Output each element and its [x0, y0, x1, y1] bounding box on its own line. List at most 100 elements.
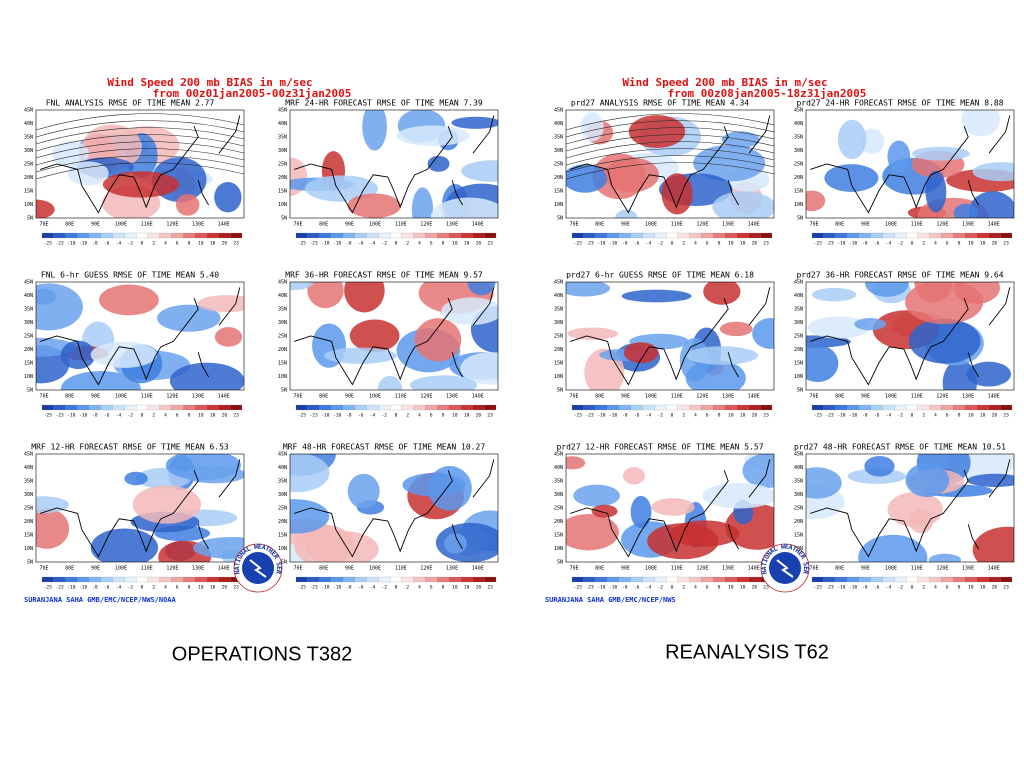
bias-area [591, 504, 618, 518]
colorbar-label: -6 [104, 413, 110, 419]
colorbar-label: -2 [898, 241, 904, 247]
map-frame [35, 281, 245, 391]
coastline [294, 298, 453, 386]
colorbar-cell [847, 576, 860, 583]
colorbar-label: -4 [886, 585, 892, 591]
coastline [748, 459, 771, 498]
lat-label: 30N [794, 320, 803, 326]
bias-area [214, 181, 242, 213]
credit: SURANJANA SAHA GMB/EMC/NCEP/NWS [545, 596, 676, 604]
lat-label: 25N [554, 506, 563, 512]
colorbar-label: 10 [452, 585, 458, 591]
map [566, 454, 774, 562]
lon-label: 110E [395, 222, 407, 228]
panel-title: prd27 6-hr GUESS RMSE OF TIME MEAN 6.18 [566, 271, 754, 280]
colorbar-label: -8 [92, 413, 98, 419]
group-title: Wind Speed 200 mb BIAS in m/sec [107, 76, 312, 89]
colorbar-cell [906, 404, 918, 411]
map [806, 282, 1014, 390]
lat-label: 40N [24, 293, 33, 299]
bias-area [628, 115, 686, 148]
lat-label: 40N [554, 121, 563, 127]
colorbar-label: -18 [837, 241, 845, 247]
colorbar-cell [41, 576, 54, 583]
lon-label: 140E [748, 566, 760, 572]
colorbar-cell [65, 404, 78, 411]
lat-label: 30N [24, 320, 33, 326]
map-frame [35, 109, 245, 219]
colorbar-cell [811, 232, 824, 239]
colorbar-label: 4 [164, 413, 167, 419]
colorbar-cell [642, 404, 655, 411]
colorbar-cell [53, 576, 66, 583]
colorbar-label: 8 [188, 241, 191, 247]
lat-label: 30N [24, 492, 33, 498]
colorbar-cell [677, 404, 690, 411]
colorbar-cell [1000, 404, 1013, 411]
lat-label: 25N [278, 334, 287, 340]
map-frame [565, 109, 775, 219]
bias-area [427, 155, 450, 172]
colorbar-label: 8 [188, 413, 191, 419]
colorbar-label: 20 [752, 413, 758, 419]
caption: REANALYSIS T62 [665, 641, 829, 663]
colorbar-label: -25 [44, 241, 52, 247]
lon-label: 130E [722, 394, 734, 400]
colorbar-label: -6 [358, 585, 364, 591]
colorbar-cell [378, 404, 391, 411]
coastline [727, 524, 739, 550]
lat-label: 35N [554, 307, 563, 313]
colorbar-cell [988, 404, 1001, 411]
colorbar-label: 18 [980, 413, 986, 419]
colorbar-label: -4 [886, 413, 892, 419]
lat-label: 25N [794, 334, 803, 340]
lon-label: 120E [420, 222, 432, 228]
colorbar-label: -2 [658, 413, 664, 419]
bias-area [409, 375, 478, 390]
colorbar-label: 6 [946, 241, 949, 247]
colorbar-label: 8 [442, 241, 445, 247]
lon-label: 90E [345, 394, 354, 400]
lon-label: 130E [192, 566, 204, 572]
colorbar-label: 10 [968, 241, 974, 247]
colorbar-cell [941, 404, 954, 411]
map [290, 282, 498, 390]
colorbar-label: -23 [56, 413, 64, 419]
lat-label: 15N [278, 361, 287, 367]
panel-title: prd27 36-HR FORECAST RMSE OF TIME MEAN 9… [796, 271, 1003, 280]
colorbar-label: 6 [176, 413, 179, 419]
bias-area [411, 187, 434, 218]
bias-area [752, 318, 774, 349]
colorbar-cell [858, 576, 871, 583]
lat-label: 40N [24, 465, 33, 471]
colorbar-label: -8 [622, 585, 628, 591]
lon-label: 90E [621, 222, 630, 228]
colorbar-label: 23 [763, 413, 769, 419]
colorbar-cell [390, 404, 402, 411]
colorbar-label: -23 [586, 241, 594, 247]
lon-label: 80E [319, 394, 328, 400]
colorbar-label: -2 [382, 241, 388, 247]
lat-label: 25N [278, 162, 287, 168]
bias-area [953, 203, 978, 218]
lat-label: 40N [794, 121, 803, 127]
colorbar-cell [1000, 576, 1013, 583]
coastline [218, 287, 241, 326]
map-frame [805, 281, 1015, 391]
lon-label: 90E [621, 394, 630, 400]
lon-label: 70E [293, 394, 302, 400]
colorbar-cell [206, 232, 219, 239]
colorbar-label: -18 [837, 413, 845, 419]
bias-area [651, 498, 695, 516]
bias-area [806, 467, 842, 499]
colorbar-cell [736, 232, 749, 239]
colorbar-label: -25 [574, 585, 582, 591]
colorbar-label: -4 [646, 585, 652, 591]
coastline [294, 126, 453, 214]
bias-area [968, 191, 1014, 218]
bias-area [865, 282, 909, 297]
colorbar-label: -8 [622, 241, 628, 247]
colorbar-label: 23 [763, 241, 769, 247]
colorbar-label: 23 [1003, 585, 1009, 591]
lon-label: 140E [472, 394, 484, 400]
